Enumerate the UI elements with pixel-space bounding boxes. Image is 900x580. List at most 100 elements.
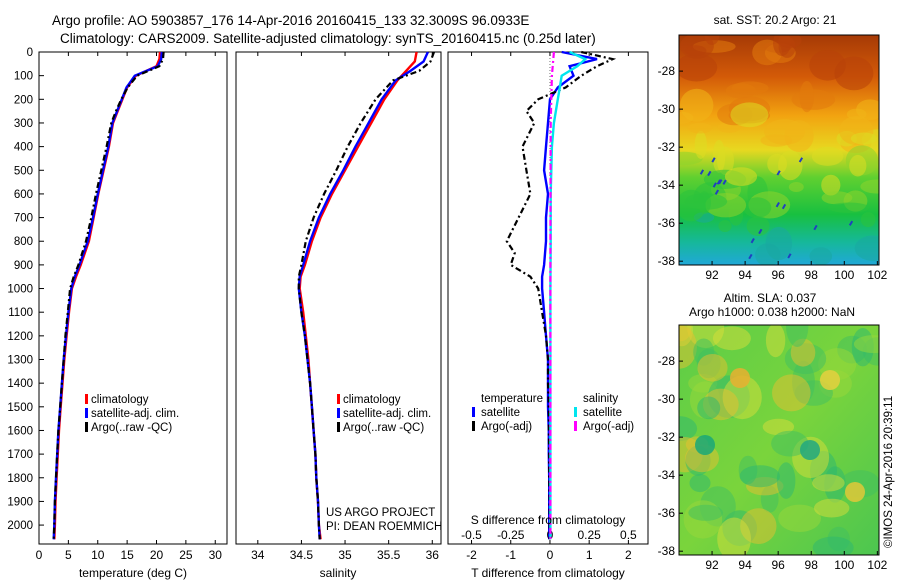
map-x-tick-label: 98	[805, 558, 819, 572]
sla-patch	[739, 465, 780, 488]
map-y-tick-label: -34	[658, 178, 676, 192]
depth-tick-label: 200	[14, 94, 33, 106]
sst-map-title: sat. SST: 20.2 Argo: 21	[714, 13, 837, 27]
sst-speck	[781, 203, 787, 210]
depth-tick-label: 1700	[7, 449, 33, 461]
x-tick-label: 20	[150, 548, 164, 562]
map-x-tick-label: 100	[834, 558, 854, 572]
map-x-tick-label: 96	[771, 268, 785, 282]
depth-tick-label: 1900	[7, 496, 33, 508]
series-line-salinity-satellite	[549, 50, 588, 540]
sla-map-axes: 92 94 96 98 100 102 -28 -30 -32 -34 -36 -38	[658, 354, 888, 572]
sla-patch	[772, 374, 811, 412]
sst-speck	[776, 170, 781, 176]
t-difference-label: T difference from climatology	[471, 566, 625, 580]
sst-patch	[860, 179, 879, 194]
sst-patch	[834, 56, 874, 91]
depth-tick-label: 700	[14, 213, 33, 225]
sst-speck	[716, 179, 721, 185]
map-y-tick-label: -36	[658, 216, 676, 230]
salinity-series	[297, 51, 436, 540]
sla-patch	[853, 335, 879, 354]
series-line-salinity-argo-adj	[549, 51, 555, 540]
sst-patch	[725, 83, 756, 99]
map-x-tick-label: 94	[738, 558, 752, 572]
depth-tick-label: 1300	[7, 355, 33, 367]
sst-patch	[746, 216, 770, 236]
depth-tick-label: 100	[14, 71, 33, 83]
sst-patch	[765, 226, 793, 261]
difference-panel: -2 -1 0 1 2 -0.5 -0.25 0 0.25 0.5 S difference f…	[447, 50, 649, 580]
legend-swatch-climatology	[337, 394, 340, 404]
sst-patch	[724, 167, 758, 187]
map-x-tick-label: 92	[705, 558, 719, 572]
depth-tick-label: 1800	[7, 473, 33, 485]
depth-tick-label: 1500	[7, 402, 33, 414]
sst-speck	[798, 157, 804, 163]
sla-eddy	[730, 368, 750, 388]
s-tick-label: 0.25	[577, 528, 601, 542]
sla-eddy	[695, 435, 715, 455]
sst-patch	[854, 235, 879, 261]
sla-patch	[689, 474, 711, 493]
legend-label-climatology: climatology	[343, 394, 401, 406]
s-tick-label: 0.5	[620, 528, 637, 542]
sla-patch	[814, 498, 850, 518]
s-tick-label: -0.5	[461, 528, 482, 542]
sst-speck	[712, 182, 717, 188]
legend-title-salinity: salinity	[583, 393, 618, 405]
depth-axis: 0 100 200 300 400 500 600 700 800 900 1000 1100 1200…	[7, 47, 452, 532]
x-tick-label: 2	[625, 548, 632, 562]
depth-tick-label: 800	[14, 236, 33, 248]
map-y-tick-label: -34	[658, 468, 676, 482]
depth-tick-label: 0	[27, 47, 33, 59]
temperature-panel: 0100200300400500600700800900100011001200…	[7, 47, 452, 580]
map-x-tick-label: 100	[834, 268, 854, 282]
map-x-tick-label: 98	[805, 268, 819, 282]
legend-label-s-satellite: satellite	[583, 407, 622, 419]
legend-swatch-satellite	[85, 408, 88, 418]
x-tick-label: 36	[426, 548, 440, 562]
series-line-argo-raw-qc	[52, 51, 165, 540]
x-tick-label: 10	[91, 548, 105, 562]
legend-swatch-t-satellite	[472, 407, 475, 417]
sst-patch	[718, 220, 732, 232]
sst-patch	[694, 130, 707, 159]
legend-label-argo: Argo(..raw -QC)	[343, 422, 424, 434]
map-x-tick-label: 94	[738, 268, 752, 282]
x-tick-label: 30	[209, 548, 223, 562]
map-x-tick-label: 96	[771, 558, 785, 572]
map-y-tick-label: -38	[658, 254, 676, 268]
sla-patch	[697, 396, 721, 420]
pi-credit: PI: DEAN ROEMMICH	[326, 521, 442, 533]
sst-patch	[712, 139, 726, 173]
sst-speck	[787, 253, 792, 259]
project-credit: US ARGO PROJECT	[326, 507, 435, 519]
header-line1: Argo profile: AO 5903857_176 14-Apr-2016…	[52, 13, 529, 28]
temperature-legend: climatology satellite-adj. clim. Argo(..…	[85, 394, 179, 434]
sst-patch	[704, 35, 720, 45]
sla-eddy	[845, 482, 865, 502]
x-tick-label: 35.5	[377, 548, 401, 562]
depth-tick-label: 1600	[7, 425, 33, 437]
salinity-axis: 34 34.5 35 35.5 36	[251, 52, 439, 562]
x-tick-label: 35	[338, 548, 352, 562]
sst-patch	[846, 108, 867, 120]
map-x-tick-label: 102	[867, 558, 887, 572]
sst-speck	[699, 169, 705, 175]
t-difference-axis: -2 -1 0 1 2	[466, 52, 632, 562]
s-difference-axis: -0.5 -0.25 0 0.25 0.5	[461, 528, 637, 542]
sst-map-axes: 92 94 96 98 100 102 -28 -30 -32 -34 -36 -38	[658, 64, 888, 282]
x-tick-label: 34.5	[290, 548, 314, 562]
depth-tick-label: 300	[14, 118, 33, 130]
sst-speck	[707, 170, 712, 177]
x-tick-label: 15	[120, 548, 134, 562]
sla-patch	[712, 326, 751, 351]
sst-patch	[684, 45, 707, 57]
sla-patch	[786, 325, 809, 347]
sla-patch	[812, 474, 845, 492]
x-tick-label: 0	[547, 548, 554, 562]
temperature-plot-area	[38, 51, 228, 545]
sst-patch	[760, 134, 793, 147]
